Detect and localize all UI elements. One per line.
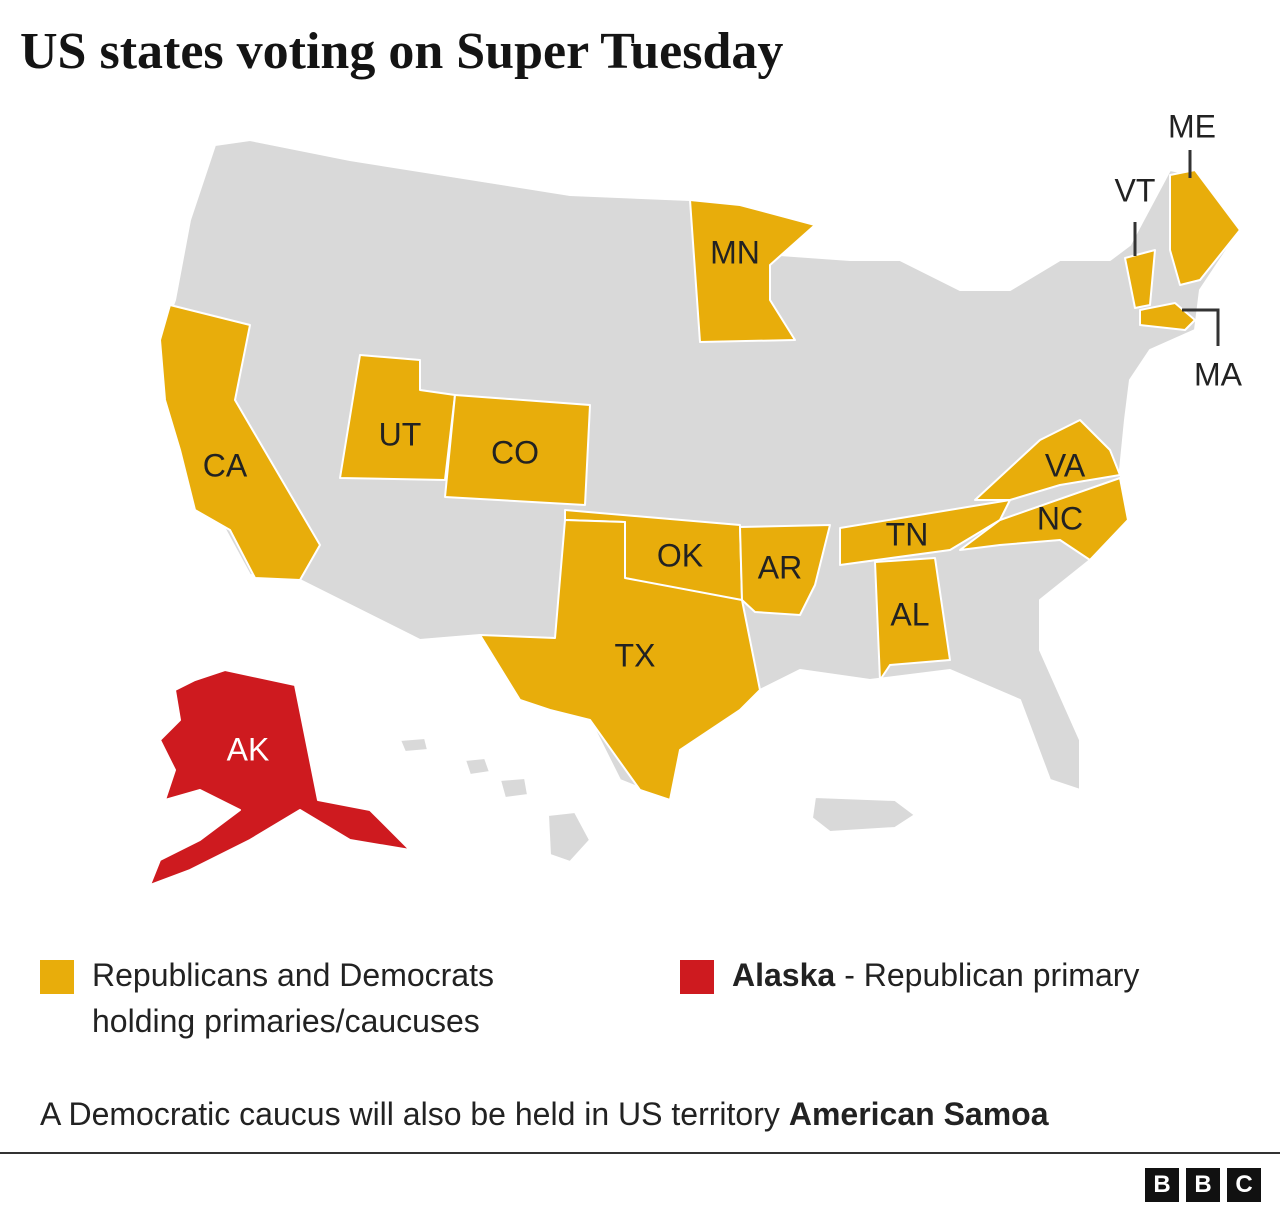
state-label: UT — [379, 416, 422, 452]
states — [149, 169, 1241, 886]
state-label: MA — [1194, 356, 1243, 392]
base-map — [159, 139, 1241, 863]
state-label: ME — [1168, 108, 1216, 144]
state — [839, 499, 1011, 566]
state-label: AR — [758, 549, 802, 585]
logo-letter: B — [1186, 1168, 1220, 1202]
legend-bold: Alaska — [732, 957, 836, 993]
puerto-rico — [811, 796, 916, 833]
state-label: MN — [710, 234, 760, 270]
footnote-text: A Democratic caucus will also be held in… — [40, 1096, 780, 1132]
footnote: A Democratic caucus will also be held in… — [40, 1096, 1049, 1133]
state-label: AL — [890, 596, 929, 632]
state-label: CO — [491, 434, 539, 470]
state-label: CA — [203, 447, 248, 483]
state-label: OK — [657, 537, 703, 573]
state — [1139, 302, 1196, 331]
legend-label: Republicans and Democrats holding primar… — [92, 957, 494, 1039]
state — [874, 557, 951, 681]
state-label: NC — [1037, 500, 1083, 536]
state-label: VA — [1045, 447, 1086, 483]
legend-entry: Alaska - Republican primary — [732, 952, 1272, 998]
state — [1169, 169, 1241, 286]
state-labels: CA UT CO MN OK TX AR TN AL VA NC VT ME M… — [203, 108, 1243, 767]
logo-letter: C — [1227, 1168, 1261, 1202]
state — [959, 477, 1129, 561]
us-land — [159, 139, 1241, 801]
hawaii — [464, 757, 491, 776]
state — [1124, 249, 1156, 309]
state-label: TX — [615, 637, 656, 673]
title: US states voting on Super Tuesday — [20, 23, 784, 80]
state — [689, 199, 816, 343]
state — [159, 304, 321, 581]
state — [974, 419, 1121, 501]
legend-label: - Republican primary — [844, 957, 1140, 993]
state-label: TN — [886, 516, 929, 552]
map: CA UT CO MN OK TX AR TN AL VA NC VT ME M… — [149, 108, 1243, 886]
leader-lines — [1133, 150, 1220, 346]
hawaii — [547, 811, 591, 863]
state — [479, 519, 761, 801]
state — [739, 524, 831, 616]
state — [444, 394, 591, 506]
legend-swatch — [40, 960, 74, 994]
state-label: VT — [1115, 172, 1156, 208]
logo-letter: B — [1145, 1168, 1179, 1202]
footnote-bold: American Samoa — [788, 1096, 1049, 1132]
state — [149, 669, 411, 886]
hawaii — [399, 737, 429, 753]
legend-swatch — [680, 960, 714, 994]
rule — [0, 1152, 1280, 1154]
leader-line — [1182, 308, 1220, 346]
state-label: AK — [227, 731, 270, 767]
hawaii — [499, 777, 529, 799]
